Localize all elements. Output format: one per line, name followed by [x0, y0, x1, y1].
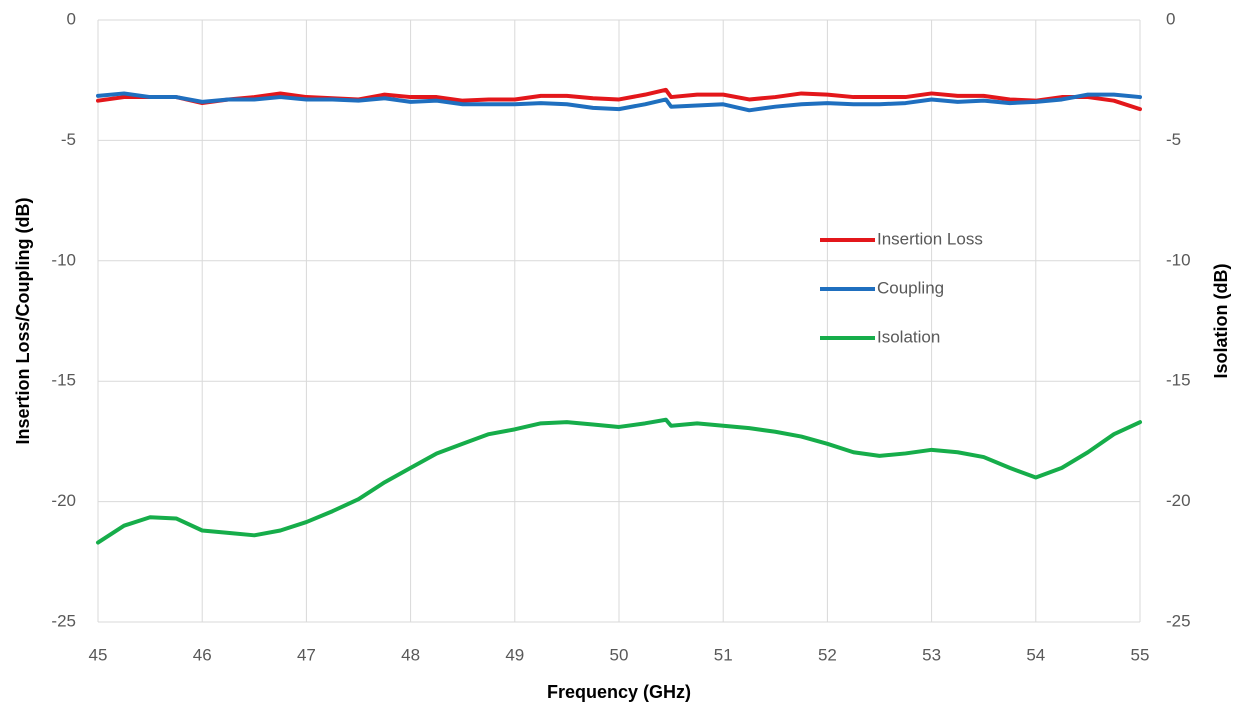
x-tick-label: 52 [818, 645, 837, 664]
series-line [96, 417, 1142, 545]
y2-axis-title: Isolation (dB) [1211, 264, 1231, 379]
y-tick-label: -5 [61, 130, 76, 149]
y-axis-title: Insertion Loss/Coupling (dB) [13, 198, 33, 445]
y2-tick-label: 0 [1166, 9, 1175, 28]
x-tick-label: 49 [505, 645, 524, 664]
series-line [96, 91, 1142, 113]
x-tick-label: 48 [401, 645, 420, 664]
y2-tick-label: -5 [1166, 130, 1181, 149]
x-tick-label: 53 [922, 645, 941, 664]
x-tick-label: 46 [193, 645, 212, 664]
y-tick-label: -25 [51, 611, 76, 630]
legend-label: Insertion Loss [877, 229, 983, 248]
x-tick-label: 51 [714, 645, 733, 664]
y2-tick-label: -10 [1166, 250, 1191, 269]
y2-tick-label: -25 [1166, 611, 1191, 630]
legend-label: Isolation [877, 327, 940, 346]
x-tick-label: 50 [610, 645, 629, 664]
x-tick-label: 45 [89, 645, 108, 664]
y-tick-label: -10 [51, 250, 76, 269]
series-line [96, 87, 1142, 112]
y-tick-label: -15 [51, 371, 76, 390]
x-tick-label: 54 [1026, 645, 1045, 664]
y-tick-label: 0 [67, 9, 76, 28]
y2-tick-label: -20 [1166, 491, 1191, 510]
y-tick-label: -20 [51, 491, 76, 510]
legend-label: Coupling [877, 278, 944, 297]
x-tick-label: 55 [1131, 645, 1150, 664]
x-tick-label: 47 [297, 645, 316, 664]
x-axis-title: Frequency (GHz) [547, 682, 691, 702]
y2-tick-label: -15 [1166, 371, 1191, 390]
